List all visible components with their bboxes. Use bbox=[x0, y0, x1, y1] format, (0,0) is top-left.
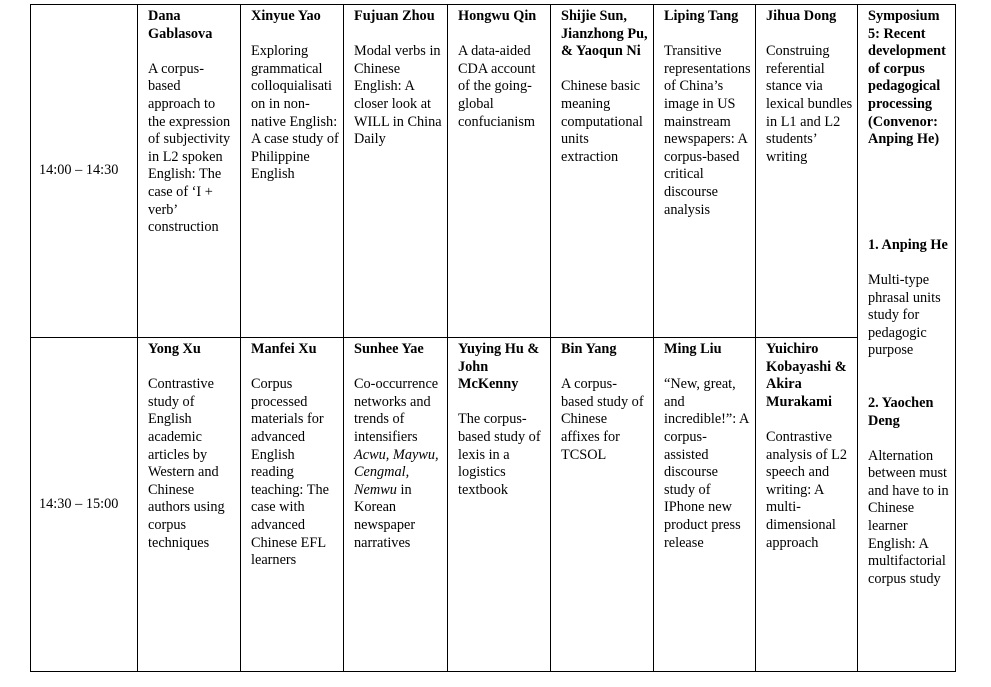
schedule-table: 14:00 – 14:30 Dana Gablasova A corpus-bas… bbox=[30, 4, 956, 672]
speaker-name: Shijie Sun, Jianzhong Pu, & Yaoqun Ni bbox=[561, 8, 648, 60]
talk-cell: Manfei Xu Corpus processed materials for … bbox=[240, 337, 344, 672]
speaker-name: Yuying Hu & John McKenny bbox=[458, 341, 540, 393]
talk-title: Alternation between must and have to in … bbox=[868, 447, 949, 587]
talk-cell: Yuying Hu & John McKenny The corpus-based… bbox=[447, 337, 551, 672]
talk-title: Contrastive study of English academic ar… bbox=[148, 376, 225, 551]
talk-title: Co-occurrence networks and trends of int… bbox=[354, 376, 443, 552]
talk-cell: Hongwu Qin A data-aided CDA account of th… bbox=[447, 4, 551, 338]
talk-cell: Shijie Sun, Jianzhong Pu, & Yaoqun Ni Chi… bbox=[550, 4, 654, 338]
schedule-row: 14:00 – 14:30 Dana Gablasova A corpus-bas… bbox=[30, 4, 956, 672]
speaker-name: Sunhee Yae bbox=[354, 341, 424, 357]
talk-title: Multi-type phrasal units study for pedag… bbox=[868, 271, 941, 359]
talk-title: Corpus processed materials for advanced … bbox=[251, 376, 329, 569]
speaker-name: Dana Gablasova bbox=[148, 8, 213, 42]
talk-title: Modal verbs in Chinese English: A closer… bbox=[354, 43, 442, 148]
talk-title: Construing referential stance via lexica… bbox=[766, 43, 853, 165]
speaker-name: Hongwu Qin bbox=[458, 8, 537, 24]
talk-title: Transitive representations of China’s im… bbox=[664, 43, 751, 218]
talk-cell: Dana Gablasova A corpus-based approach to… bbox=[137, 4, 241, 338]
speaker-name: Liping Tang bbox=[664, 8, 739, 24]
talk-title: Chinese basic meaning computational unit… bbox=[561, 78, 643, 165]
title-part: in Korean newspaper narratives bbox=[354, 481, 416, 551]
speaker-name: Bin Yang bbox=[561, 341, 617, 357]
speaker-name: Xinyue Yao bbox=[251, 8, 321, 24]
speaker-name: 1. Anping He bbox=[868, 236, 948, 253]
talk-title: “New, great, and incredible!”: A corpus-… bbox=[664, 376, 749, 551]
talk-title: Exploring grammatical colloquialisation … bbox=[251, 43, 339, 183]
talk-title: A corpus-based approach to the expressio… bbox=[148, 60, 231, 236]
talk-cell: Liping Tang Transitive representations of… bbox=[653, 4, 756, 338]
symposium-cell: Symposium 5: Recent development of corpu… bbox=[857, 4, 956, 672]
talk-title: Contrastive analysis of L2 speech and wr… bbox=[766, 428, 847, 551]
title-part-italic: Acwu, Maywu, Cengmal, Nemwu bbox=[354, 446, 439, 498]
talk-cell: Sunhee Yae Co-occurrence networks and tre… bbox=[343, 337, 448, 672]
symposium-heading: Symposium 5: Recent development of corpu… bbox=[868, 8, 946, 148]
speaker-name: Ming Liu bbox=[664, 341, 722, 357]
talk-cell: Fujuan Zhou Modal verbs in Chinese Englis… bbox=[343, 4, 448, 338]
speaker-name: Fujuan Zhou bbox=[354, 8, 435, 24]
speaker-name: Yong Xu bbox=[148, 341, 201, 357]
speaker-name: Jihua Dong bbox=[766, 8, 837, 24]
talk-cell: Bin Yang A corpus-based study of Chinese … bbox=[550, 337, 654, 672]
schedule-row: 14:30 – 15:00 Yong Xu Contrastive study o… bbox=[30, 337, 956, 672]
talk-cell: Xinyue Yao Exploring grammatical colloqui… bbox=[240, 4, 344, 338]
speaker-name: Yuichiro Kobayashi & Akira Murakami bbox=[766, 341, 847, 410]
talk-title: A corpus-based study of Chinese affixes … bbox=[561, 376, 644, 463]
speaker-name: 2. Yaochen Deng bbox=[868, 394, 934, 429]
talk-cell: Yuichiro Kobayashi & Akira Murakami Contr… bbox=[755, 337, 858, 672]
talk-cell: Yong Xu Contrastive study of English acad… bbox=[137, 337, 241, 672]
speaker-name: Manfei Xu bbox=[251, 341, 317, 357]
time-slot: 14:30 – 15:00 bbox=[30, 337, 138, 672]
title-part: Co-occurrence networks and trends of int… bbox=[354, 376, 439, 445]
time-slot: 14:00 – 14:30 bbox=[30, 4, 138, 338]
talk-cell: Jihua Dong Construing referential stance … bbox=[755, 4, 858, 338]
talk-cell: Ming Liu “New, great, and incredible!”: A… bbox=[653, 337, 756, 672]
talk-title: The corpus-based study of lexis in a log… bbox=[458, 411, 541, 498]
talk-title: A data-aided CDA account of the going-gl… bbox=[458, 43, 536, 130]
